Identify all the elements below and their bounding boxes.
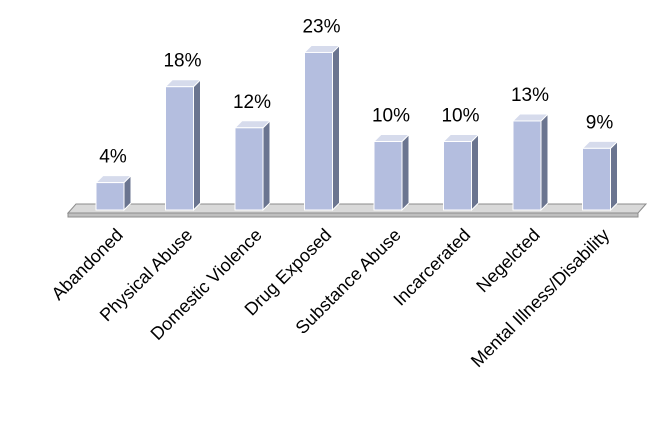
bar-side-face	[332, 44, 340, 212]
chart-floor-edge	[67, 212, 639, 218]
bar-front-face	[165, 86, 194, 211]
bar-front-face	[95, 182, 125, 211]
bar-top-face	[372, 134, 411, 142]
data-label-abandoned: 4%	[99, 147, 127, 168]
data-label-substance-abuse: 10%	[372, 106, 410, 127]
bar-side-face	[610, 140, 618, 212]
bar-domestic-violence	[233, 119, 272, 212]
bar-front-face	[512, 120, 542, 211]
bar-mental-illness-disability	[581, 140, 619, 212]
bar-substance-abuse	[372, 133, 411, 212]
bar-front-face	[582, 147, 611, 211]
data-label-physical-abuse: 18%	[163, 51, 201, 72]
data-label-drug-exposed: 23%	[302, 16, 340, 37]
data-label-domestic-violence: 12%	[233, 92, 271, 113]
bar-top-face	[581, 140, 619, 149]
bar-top-face	[303, 44, 341, 53]
bar-side-face	[401, 133, 410, 212]
bar-side-face	[540, 112, 549, 212]
bar-negelcted	[511, 112, 550, 212]
data-label-negelcted: 13%	[511, 85, 549, 106]
bar-front-face	[443, 141, 472, 211]
bar-side-face	[262, 119, 271, 212]
bar-physical-abuse	[164, 78, 202, 212]
tick-label-mental-illness-disability: Mental Illness/Disability	[467, 225, 613, 371]
bar-top-face	[511, 113, 550, 122]
bar-top-face	[164, 79, 202, 88]
bar-top-face	[94, 175, 133, 184]
bar-front-face	[304, 51, 333, 211]
bar-incarcerated	[442, 133, 480, 212]
bar-front-face	[373, 141, 403, 211]
bar-side-face	[471, 133, 479, 212]
bar-abandoned	[94, 174, 133, 212]
bar-top-face	[233, 120, 272, 129]
bar-front-face	[234, 127, 264, 211]
tick-label-negelcted: Negelcted	[472, 225, 543, 296]
bar-side-face	[193, 78, 201, 212]
data-label-mental-illness-disability: 9%	[586, 112, 614, 133]
data-label-incarcerated: 10%	[441, 106, 479, 127]
chart-floor	[66, 203, 648, 214]
bar-top-face	[442, 134, 480, 142]
bar-drug-exposed	[303, 44, 341, 212]
